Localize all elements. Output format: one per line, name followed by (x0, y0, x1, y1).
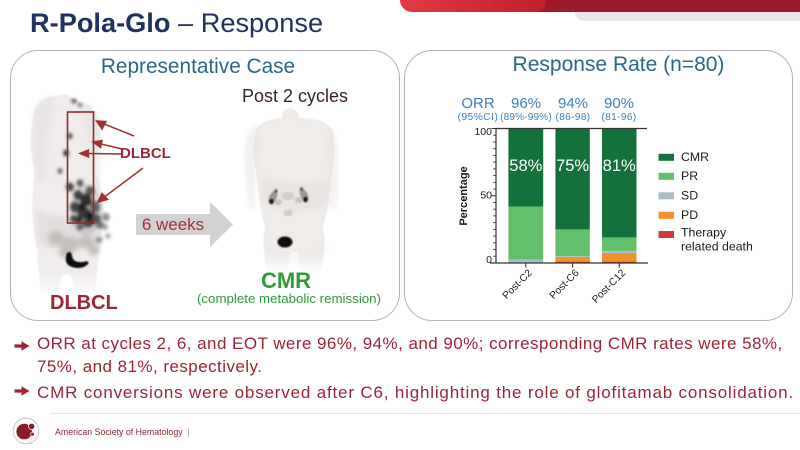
svg-text:50: 50 (480, 190, 492, 202)
svg-text:58%: 58% (509, 157, 542, 175)
svg-text:related death: related death (681, 240, 753, 254)
svg-text:Post-C2: Post-C2 (501, 268, 535, 302)
svg-text:Post-C12: Post-C12 (590, 268, 628, 306)
svg-text:Post-C6: Post-C6 (548, 268, 582, 302)
svg-text:81%: 81% (603, 157, 636, 175)
svg-text:0: 0 (486, 254, 492, 266)
svg-text:PD: PD (681, 208, 698, 222)
svg-text:Therapy: Therapy (681, 226, 727, 240)
svg-text:SD: SD (681, 189, 698, 203)
svg-text:PR: PR (681, 169, 698, 183)
svg-text:CMR: CMR (681, 150, 709, 164)
svg-text:Percentage: Percentage (458, 166, 470, 225)
svg-text:75%: 75% (556, 157, 589, 175)
svg-text:100: 100 (474, 126, 492, 138)
